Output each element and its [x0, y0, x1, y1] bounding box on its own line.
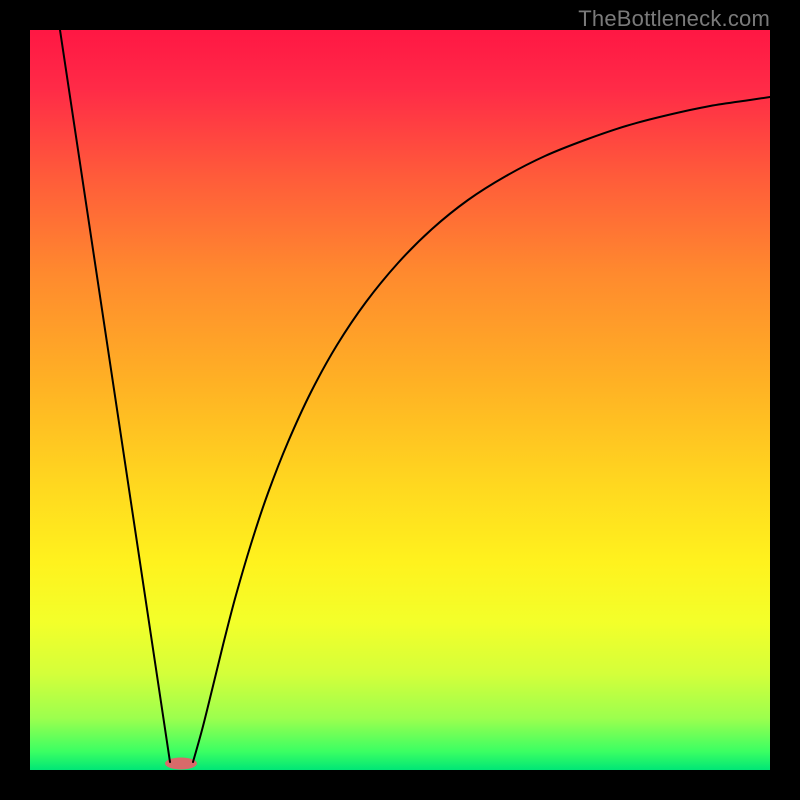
- chart-svg: [30, 30, 770, 770]
- watermark-text: TheBottleneck.com: [578, 6, 770, 32]
- gradient-background: [30, 30, 770, 770]
- outer-frame: TheBottleneck.com: [0, 0, 800, 800]
- plot-area: [30, 30, 770, 770]
